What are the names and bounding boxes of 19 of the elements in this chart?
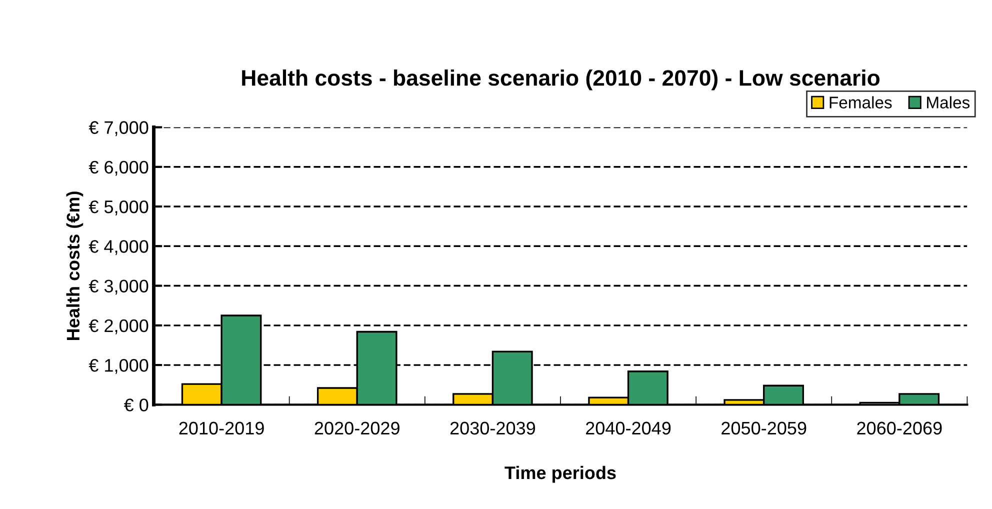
y-tick-label: € 4,000	[88, 240, 148, 255]
y-tick-label: € 6,000	[88, 160, 148, 176]
y-tick-label: € 1,000	[88, 358, 148, 374]
x-tick-label: 2020-2029	[314, 422, 400, 435]
y-tick-label: € 3,000	[88, 280, 148, 295]
x-tick-label: 2060-2069	[857, 422, 942, 435]
y-tick-label: € 5,000	[88, 200, 148, 216]
x-tick-label: 2010-2019	[179, 422, 264, 435]
legend-label: Females	[830, 96, 892, 108]
y-tick-label: € 0	[124, 398, 148, 412]
legend-label: Males	[927, 96, 970, 108]
x-tick-label: 2040-2049	[586, 422, 671, 435]
x-tick-label: 2030-2039	[450, 422, 536, 435]
chart-title: Health costs - baseline scenario (2010 - 2070) - Low scenario	[242, 69, 880, 90]
y-tick-label: € 7,000	[88, 121, 148, 136]
y-axis-title: Health costs (€m)	[66, 192, 84, 340]
x-tick-label: 2050-2059	[722, 422, 806, 435]
x-axis-title: Time periods	[504, 466, 616, 483]
y-tick-label: € 2,000	[88, 319, 148, 334]
